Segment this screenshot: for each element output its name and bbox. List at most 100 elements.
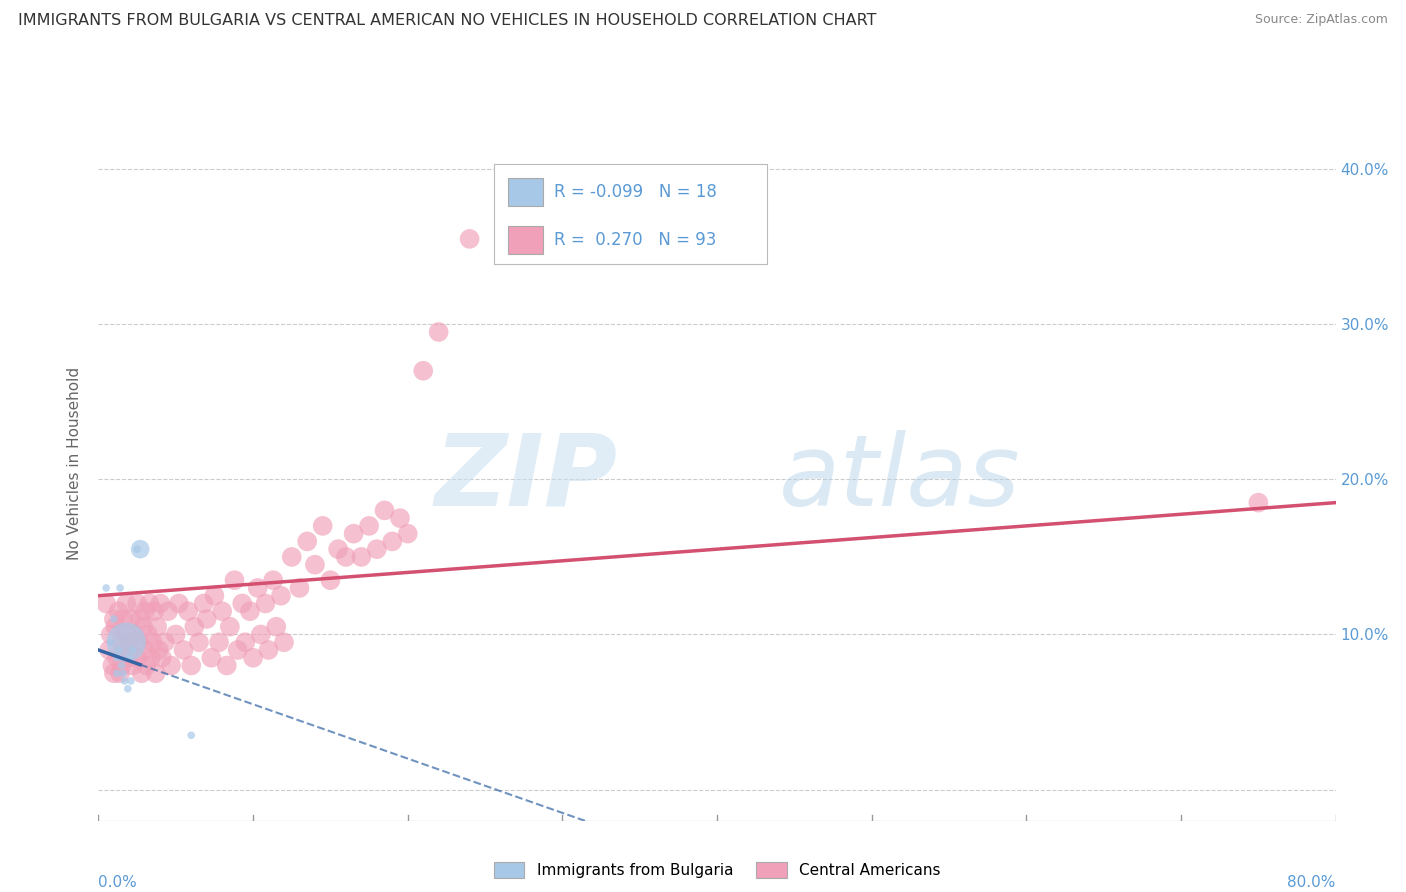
Point [104, 620, 127, 634]
Point [143, 604, 166, 618]
Y-axis label: No Vehicles in Household: No Vehicles in Household [67, 368, 83, 560]
Text: ZIP: ZIP [434, 430, 619, 526]
Point [148, 643, 170, 657]
Point [343, 526, 366, 541]
Point [105, 666, 128, 681]
Text: 0.0%: 0.0% [98, 875, 138, 890]
Point [118, 650, 141, 665]
Point [246, 581, 269, 595]
Point [200, 650, 222, 665]
Point [129, 612, 152, 626]
Point [350, 549, 373, 564]
Point [165, 627, 187, 641]
Point [115, 635, 138, 649]
Point [193, 597, 215, 611]
Point [136, 627, 159, 641]
Bar [508, 226, 543, 254]
Point [208, 635, 231, 649]
Point [111, 658, 134, 673]
Text: R =  0.270   N = 93: R = 0.270 N = 93 [554, 231, 717, 249]
Text: IMMIGRANTS FROM BULGARIA VS CENTRAL AMERICAN NO VEHICLES IN HOUSEHOLD CORRELATIO: IMMIGRANTS FROM BULGARIA VS CENTRAL AMER… [18, 13, 877, 29]
Point [120, 612, 142, 626]
Point [105, 650, 128, 665]
Point [127, 650, 149, 665]
Point [250, 627, 273, 641]
Point [273, 635, 295, 649]
Point [142, 635, 165, 649]
Point [107, 643, 129, 657]
Point [120, 673, 142, 688]
Point [101, 658, 124, 673]
Point [118, 650, 141, 665]
Point [103, 612, 125, 626]
Point [111, 635, 134, 649]
Point [215, 658, 238, 673]
Point [312, 519, 335, 533]
Point [204, 589, 226, 603]
Point [173, 643, 195, 657]
Point [211, 604, 233, 618]
Point [98, 643, 121, 657]
Point [111, 658, 134, 673]
Point [145, 666, 167, 681]
Point [103, 612, 125, 626]
Point [266, 620, 288, 634]
Point [235, 635, 257, 649]
Point [219, 620, 242, 634]
Point [112, 612, 135, 626]
Point [319, 573, 342, 587]
Point [357, 519, 380, 533]
Point [127, 597, 149, 611]
Point [412, 364, 434, 378]
Point [188, 635, 211, 649]
Point [100, 627, 122, 641]
Point [1247, 495, 1270, 509]
Legend: Immigrants from Bulgaria, Central Americans: Immigrants from Bulgaria, Central Americ… [488, 856, 946, 884]
Point [374, 503, 396, 517]
Point [100, 635, 122, 649]
Point [139, 650, 162, 665]
Point [254, 597, 277, 611]
Point [114, 673, 136, 688]
Point [366, 542, 388, 557]
Text: 80.0%: 80.0% [1288, 875, 1336, 890]
Point [150, 650, 173, 665]
Point [121, 658, 143, 673]
Point [96, 581, 118, 595]
Point [134, 604, 156, 618]
Point [135, 658, 157, 673]
Point [167, 597, 190, 611]
Point [107, 604, 129, 618]
Point [128, 635, 150, 649]
Point [381, 534, 404, 549]
Text: R = -0.099   N = 18: R = -0.099 N = 18 [554, 183, 717, 201]
Point [103, 666, 125, 681]
Point [297, 534, 319, 549]
Bar [508, 178, 543, 206]
Point [288, 581, 311, 595]
Point [231, 597, 253, 611]
Point [458, 232, 481, 246]
Point [115, 627, 138, 641]
Point [118, 635, 141, 649]
Point [127, 542, 149, 557]
Point [242, 650, 264, 665]
Point [131, 666, 153, 681]
Point [149, 597, 172, 611]
Text: Source: ZipAtlas.com: Source: ZipAtlas.com [1254, 13, 1388, 27]
Point [281, 549, 304, 564]
Point [96, 597, 118, 611]
Point [262, 573, 284, 587]
Point [153, 635, 176, 649]
Point [157, 604, 180, 618]
Point [122, 627, 145, 641]
Point [224, 573, 246, 587]
Point [117, 681, 139, 696]
Point [304, 558, 326, 572]
Point [396, 526, 419, 541]
Point [160, 658, 183, 673]
Point [121, 643, 143, 657]
Point [129, 542, 152, 557]
Point [138, 597, 160, 611]
Point [177, 604, 200, 618]
